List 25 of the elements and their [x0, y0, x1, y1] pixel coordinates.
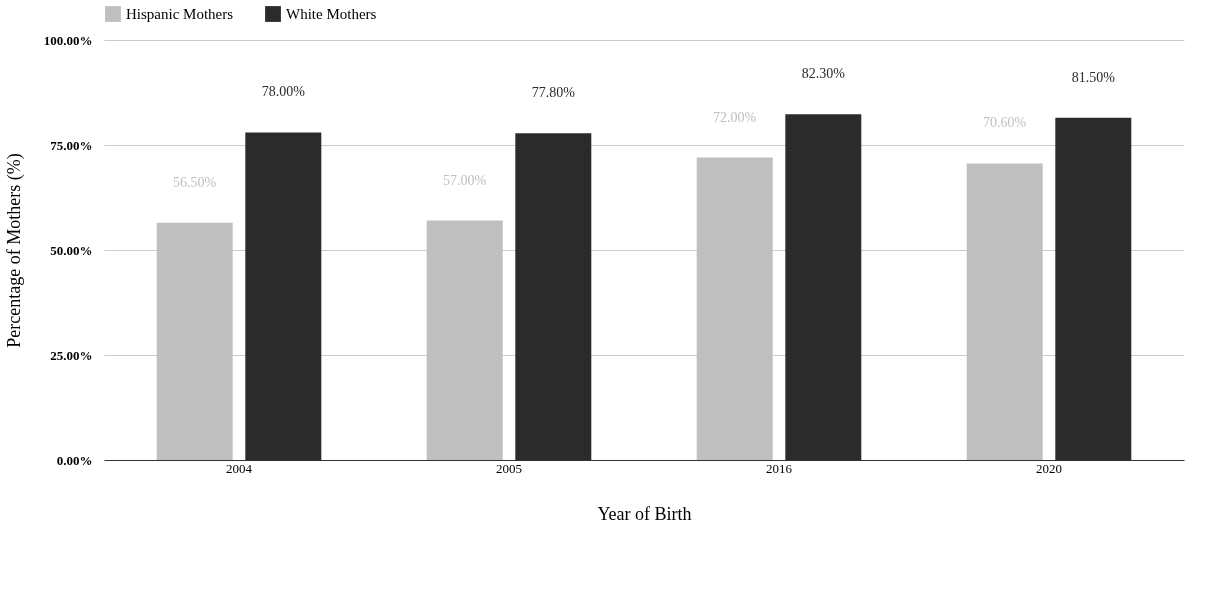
- x-tick-label: 2020: [1036, 460, 1062, 476]
- y-tick-label: 75.00%: [50, 137, 93, 153]
- data-label: 57.00%: [443, 172, 487, 188]
- data-label: 56.50%: [173, 174, 217, 190]
- bar: [426, 220, 503, 460]
- x-tick-label: 2016: [766, 460, 793, 476]
- y-axis-title: Percentage of Mothers (%): [3, 153, 25, 348]
- x-tick-label: 2004: [226, 460, 253, 476]
- data-label: 82.30%: [801, 66, 846, 82]
- data-label: 70.60%: [983, 115, 1027, 131]
- data-label: 72.00%: [713, 109, 757, 125]
- y-tick-label: 0.00%: [56, 452, 93, 468]
- bar: [156, 222, 233, 460]
- y-tick-label: 50.00%: [50, 242, 93, 258]
- bar: [696, 157, 773, 460]
- bar: [966, 163, 1043, 460]
- data-label: 78.00%: [261, 84, 306, 100]
- y-tick-label: 25.00%: [50, 347, 93, 363]
- data-label: 81.50%: [1071, 69, 1116, 85]
- x-tick-label: 2005: [496, 460, 522, 476]
- legend-label: Hispanic Mothers: [126, 6, 234, 22]
- y-tick-label: 100.00%: [43, 32, 93, 48]
- x-axis-title: Year of Birth: [597, 503, 692, 524]
- data-label: 77.80%: [531, 85, 576, 101]
- legend-label: White Mothers: [286, 6, 377, 22]
